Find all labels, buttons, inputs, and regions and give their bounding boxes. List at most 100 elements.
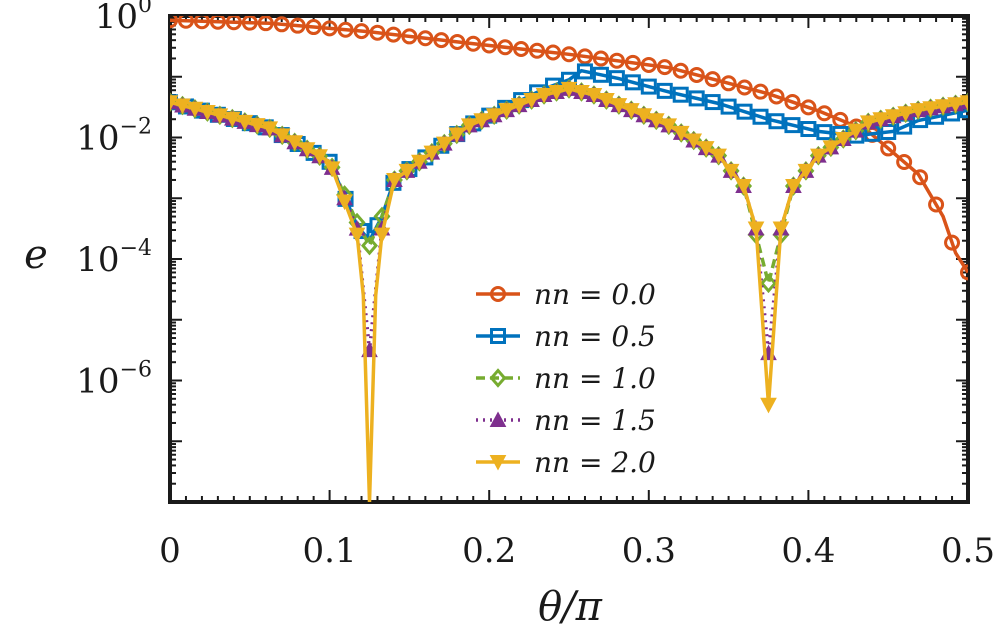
legend-label: nn = 0.0	[534, 278, 656, 311]
x-tick-labels: 0 0.1 0.2 0.3 0.4 0.5	[159, 531, 995, 571]
data-point	[592, 50, 609, 67]
data-point	[922, 101, 939, 117]
data-point	[872, 112, 890, 128]
legend-marker	[490, 328, 506, 344]
data-point	[816, 124, 833, 141]
data-point	[944, 234, 961, 251]
data-point	[448, 127, 466, 144]
data-point	[449, 33, 466, 50]
legend-marker	[489, 368, 507, 388]
series-4	[170, 81, 968, 502]
data-point	[720, 75, 737, 92]
legend-item: nn = 2.0	[476, 446, 656, 479]
data-point	[321, 20, 338, 37]
data-point	[960, 264, 968, 281]
data-point	[640, 78, 657, 95]
data-point	[286, 135, 304, 151]
data-point	[928, 196, 945, 213]
data-point	[385, 26, 402, 43]
x-tick-label: 0.5	[941, 531, 995, 571]
data-point	[386, 172, 403, 189]
data-point	[353, 23, 370, 40]
data-point	[784, 117, 801, 134]
data-point	[784, 93, 801, 110]
y-tick-label: 100	[95, 0, 152, 37]
data-point	[884, 109, 902, 125]
y-tick-label: 10−2	[76, 115, 152, 159]
data-point	[624, 54, 641, 71]
data-point	[257, 16, 274, 32]
data-point	[704, 71, 721, 88]
data-point	[834, 131, 852, 148]
data-point	[573, 84, 590, 101]
data-point	[816, 105, 833, 122]
data-point	[598, 93, 615, 109]
data-point	[473, 113, 491, 129]
series-2	[170, 79, 968, 294]
data-point	[688, 66, 705, 83]
x-tick-label: 0.3	[622, 531, 676, 571]
series-3	[170, 80, 968, 361]
legend-item: nn = 1.5	[476, 404, 656, 437]
data-point	[934, 99, 952, 115]
data-point	[785, 179, 802, 195]
data-point	[236, 114, 254, 131]
series-line	[170, 18, 968, 274]
data-point	[660, 118, 678, 134]
data-point	[199, 105, 216, 121]
data-point	[859, 115, 877, 131]
data-point	[241, 16, 258, 31]
x-axis-label: θ/π	[538, 584, 603, 630]
legend-item: nn = 0.5	[476, 320, 656, 353]
data-point	[747, 221, 765, 238]
data-point	[772, 221, 790, 238]
data-point	[561, 46, 577, 63]
series-line	[170, 87, 968, 284]
data-point	[261, 121, 279, 137]
data-point	[752, 83, 769, 100]
data-point	[485, 108, 503, 124]
x-tick-label: 0	[159, 531, 181, 571]
x-tick-label: 0.1	[303, 531, 357, 571]
legend-label: nn = 0.5	[534, 320, 656, 353]
data-point	[498, 103, 515, 119]
data-point	[311, 149, 328, 165]
data-point	[497, 39, 514, 56]
data-point	[847, 123, 865, 140]
data-point	[822, 140, 840, 156]
data-point	[909, 103, 927, 119]
data-point	[248, 118, 266, 134]
data-point	[433, 32, 450, 49]
data-point	[704, 94, 721, 111]
data-point	[672, 86, 689, 103]
data-point	[760, 397, 777, 414]
series-0	[170, 16, 968, 281]
data-point	[548, 84, 565, 101]
data-point	[623, 103, 640, 119]
data-point	[510, 98, 528, 114]
legend-marker	[489, 411, 507, 427]
legend-item: nn = 1.0	[476, 362, 656, 395]
data-point	[608, 52, 625, 69]
data-point	[608, 70, 625, 87]
data-point	[768, 113, 785, 130]
data-point	[174, 98, 191, 115]
data-point	[585, 87, 603, 104]
data-point	[735, 179, 752, 195]
data-point	[529, 42, 546, 59]
data-point	[398, 163, 416, 180]
data-point	[170, 16, 178, 29]
x-tick-label: 0.4	[781, 531, 835, 571]
legend-marker	[489, 455, 507, 471]
legend-label: nn = 1.5	[534, 404, 656, 437]
data-point	[273, 128, 291, 144]
data-point	[736, 79, 753, 96]
data-point	[800, 99, 817, 116]
legend-item: nn = 0.0	[476, 278, 656, 311]
legend-label: nn = 2.0	[534, 446, 656, 479]
data-point	[912, 169, 929, 186]
data-point	[576, 48, 593, 65]
y-tick-labels: 100 10−2 10−4 10−6	[76, 0, 152, 402]
y-tick-label: 10−6	[76, 358, 152, 402]
data-point	[624, 74, 641, 91]
